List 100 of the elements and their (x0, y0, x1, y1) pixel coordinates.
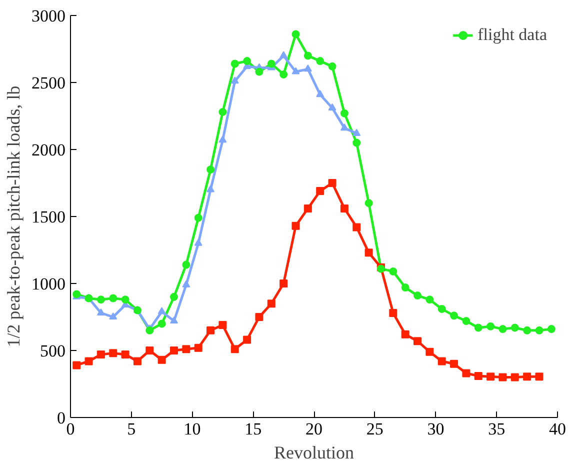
point (292, 30, 300, 38)
point (206, 166, 215, 174)
point (267, 300, 276, 308)
point (194, 344, 202, 352)
point (218, 136, 227, 143)
point (146, 326, 154, 334)
point (401, 330, 410, 338)
point (292, 222, 300, 230)
point (340, 204, 348, 212)
point (474, 372, 482, 380)
point (389, 267, 398, 276)
point (340, 109, 348, 118)
point (438, 304, 446, 313)
point (352, 138, 361, 147)
x-tick-label: 25 (366, 420, 384, 438)
point (158, 307, 166, 314)
point (328, 179, 336, 187)
point (96, 308, 105, 316)
point (413, 292, 422, 300)
point (316, 57, 324, 66)
point (243, 57, 252, 66)
point (170, 316, 178, 324)
point (267, 60, 276, 68)
point (413, 337, 422, 346)
point (109, 312, 118, 320)
point (121, 350, 130, 359)
point (364, 199, 373, 208)
point (255, 68, 264, 76)
point (316, 90, 324, 98)
point (547, 325, 556, 334)
point (182, 280, 190, 288)
x-tick-label: 35 (488, 420, 506, 438)
point (280, 70, 288, 78)
point (523, 372, 532, 381)
y-tick-label: 1500 (32, 208, 66, 226)
point (401, 284, 410, 292)
point (255, 313, 264, 321)
point (158, 320, 166, 328)
y-axis-title: 1/2 peak-to-peak pitch-link loads, lb (4, 86, 24, 348)
point (510, 373, 519, 382)
point (170, 346, 178, 354)
point (426, 348, 434, 356)
point (230, 345, 239, 354)
point (316, 187, 324, 196)
point (133, 357, 142, 366)
point (158, 356, 166, 364)
point (72, 361, 81, 370)
point (218, 108, 227, 116)
x-axis-title: Revolution (274, 442, 354, 462)
point (194, 238, 202, 246)
point (498, 325, 507, 334)
point (364, 248, 373, 257)
point (523, 326, 532, 334)
y-tick-label: 3000 (32, 6, 66, 26)
point (280, 51, 288, 58)
point (510, 324, 519, 332)
point (206, 326, 215, 334)
point (146, 346, 154, 354)
point (230, 76, 239, 84)
point (109, 349, 118, 358)
point (304, 52, 312, 60)
y-tick-label: 2500 (32, 74, 66, 92)
point (486, 372, 495, 381)
point (280, 280, 288, 288)
point (498, 373, 507, 382)
point (194, 214, 202, 222)
point (462, 317, 470, 326)
x-tick-label: 10 (184, 420, 201, 438)
y-tick-label: 1000 (32, 274, 66, 294)
x-tick-label: 40 (549, 420, 566, 438)
y-tick-label: 500 (40, 342, 66, 360)
point (426, 296, 434, 304)
point (96, 296, 105, 304)
point (328, 103, 336, 110)
point (352, 128, 361, 136)
point (230, 60, 239, 68)
point (182, 260, 190, 269)
point (535, 372, 544, 381)
point (304, 204, 312, 212)
point (182, 345, 190, 354)
point (535, 326, 544, 334)
legend-label: flight data (478, 25, 547, 45)
x-tick-label: 30 (427, 420, 444, 438)
point (450, 360, 458, 368)
point (96, 350, 105, 359)
point (121, 296, 130, 304)
point (243, 336, 252, 344)
point (486, 322, 495, 330)
point (304, 64, 312, 72)
point (462, 369, 470, 378)
point (450, 312, 458, 320)
point (438, 357, 446, 366)
point (218, 321, 227, 330)
point (340, 124, 348, 131)
y-tick-label: 2000 (32, 140, 66, 160)
point (292, 67, 300, 74)
point (389, 308, 398, 317)
point (109, 294, 118, 302)
point (206, 185, 215, 192)
point (352, 223, 361, 232)
